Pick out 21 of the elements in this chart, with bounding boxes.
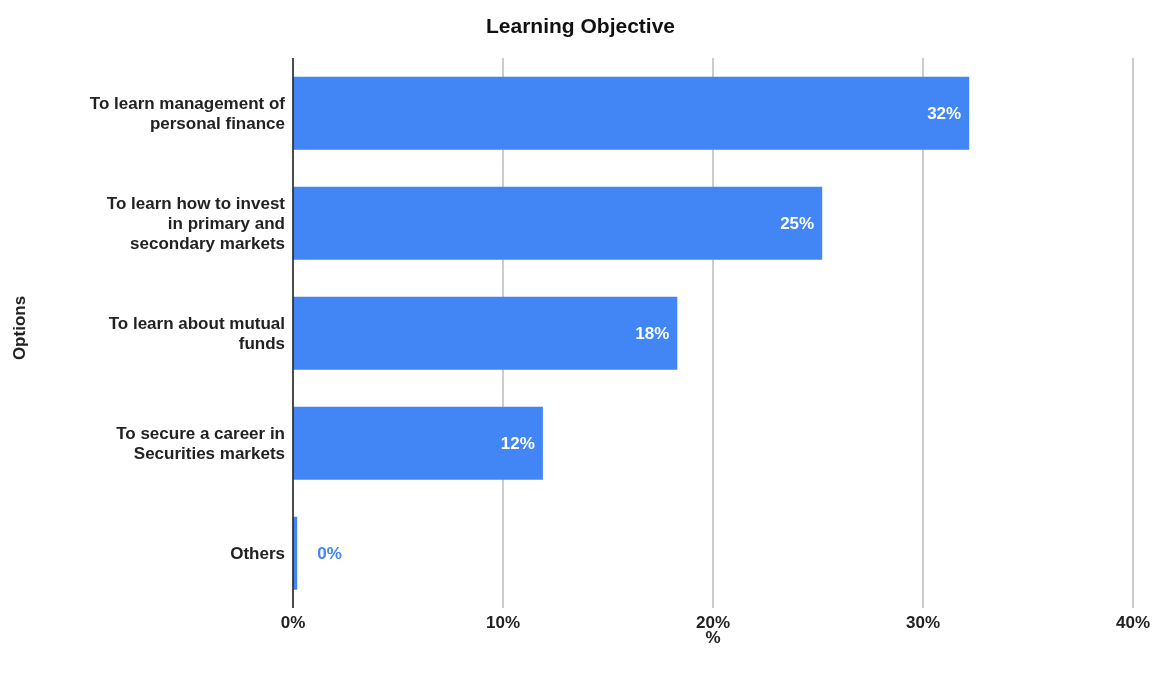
x-tick-label: 40% (1115, 613, 1151, 633)
chart-title: Learning Objective (484, 13, 677, 39)
x-tick-label: 10% (485, 613, 521, 633)
y-tick-label: To learn about mutual funds (108, 313, 285, 353)
bar (293, 76, 970, 150)
data-label: 12% (500, 433, 535, 453)
y-tick-label: To secure a career in Securities markets (116, 423, 285, 463)
bar (293, 296, 678, 370)
data-label: 32% (927, 103, 962, 123)
y-tick-label: To learn management of personal finance (89, 93, 286, 133)
y-axis-title: Options (10, 295, 30, 361)
x-tick-label: 30% (905, 613, 941, 633)
data-label: 0% (317, 543, 342, 563)
bar (293, 406, 543, 480)
y-tick-label: Others (230, 543, 285, 563)
x-axis-title: % (705, 628, 721, 647)
y-tick-label: To learn how to invest in primary and secondary markets (106, 193, 286, 253)
bar (293, 186, 823, 260)
data-label: 18% (635, 323, 670, 343)
data-label: 25% (780, 213, 815, 233)
x-tick-label: 0% (280, 613, 306, 633)
